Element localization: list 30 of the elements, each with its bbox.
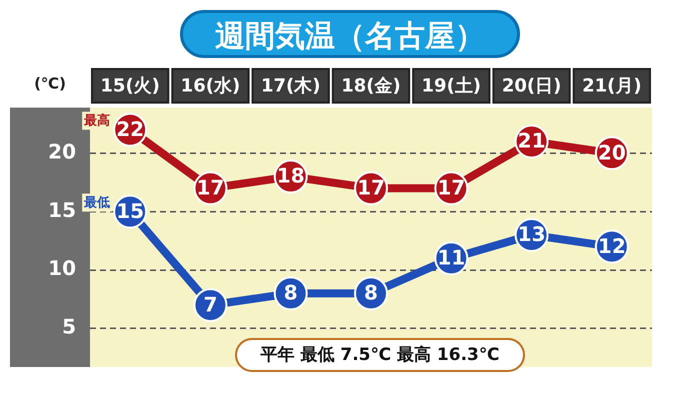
- data-label: 20: [598, 140, 626, 164]
- data-label: 8: [284, 280, 298, 305]
- y-tick-label: 5: [62, 314, 76, 339]
- y-tick-label: 10: [48, 256, 76, 280]
- x-tick-label: 15(火): [100, 75, 160, 96]
- data-label: 21: [518, 128, 546, 153]
- data-label: 8: [364, 280, 378, 305]
- x-tick-label: 18(金): [341, 75, 401, 96]
- data-label: 15: [116, 198, 144, 223]
- chart-title: 週間気温（名古屋）: [180, 10, 520, 58]
- series-label: 最高: [83, 112, 110, 129]
- x-tick-label: 17(木): [260, 75, 320, 96]
- x-tick-label: 21(月): [582, 75, 642, 96]
- data-label: 22: [116, 117, 144, 142]
- y-axis-title: (℃): [34, 74, 66, 93]
- data-label: 18: [276, 164, 305, 188]
- data-label: 7: [203, 292, 218, 316]
- data-label: 17: [437, 175, 466, 200]
- x-tick-label: 19(土): [422, 75, 482, 96]
- series-label: 最低: [83, 195, 110, 210]
- y-tick-label: 20: [48, 139, 76, 164]
- data-label: 17: [357, 175, 385, 200]
- data-label: 13: [518, 222, 546, 246]
- x-tick-label: 16(水): [180, 75, 240, 96]
- annotation: 平年 最低 7.5℃ 最高 16.3℃: [235, 338, 525, 372]
- x-tick-label: 20(日): [502, 75, 562, 96]
- data-label: 17: [196, 175, 224, 200]
- data-label: 11: [437, 246, 466, 270]
- data-label: 12: [598, 234, 626, 258]
- y-tick-label: 15: [48, 198, 76, 222]
